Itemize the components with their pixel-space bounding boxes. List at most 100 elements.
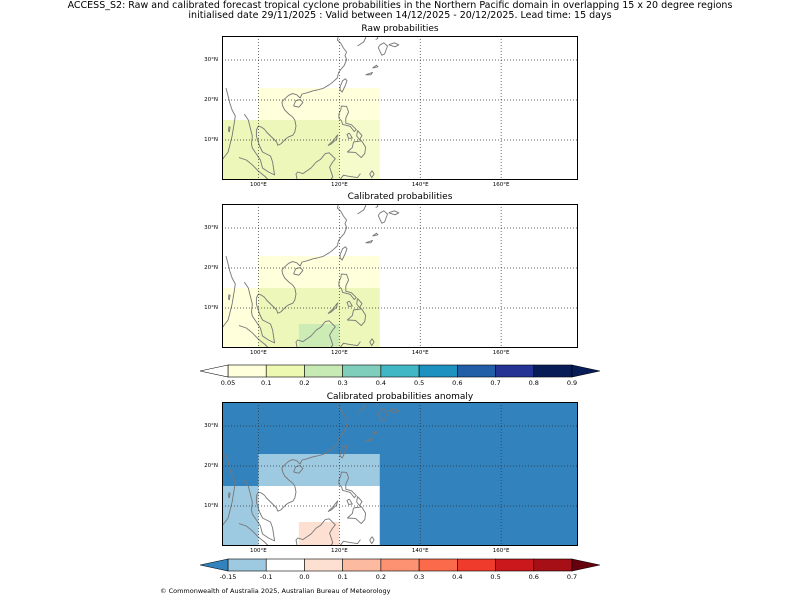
- coastline: [388, 210, 400, 216]
- lon-tick-label: 120°E: [330, 182, 348, 188]
- colorbar-high-extension: [571, 364, 601, 378]
- lat-axis-labels: 10°N 20°N 30°N: [190, 204, 218, 348]
- coastline: [346, 308, 367, 327]
- probability-region: [222, 486, 259, 546]
- colorbar-tick-label: 0.4: [375, 379, 387, 387]
- colorbar-tick-label: 0.7: [566, 573, 578, 581]
- colorbar-tick-label: 0.8: [528, 379, 539, 387]
- colorbar-bin: [227, 364, 267, 378]
- coastline: [222, 87, 236, 161]
- coastline: [365, 437, 373, 442]
- coastline: [356, 496, 363, 507]
- lon-tick-label: 140°E: [411, 182, 429, 188]
- coastline: [327, 302, 339, 315]
- coastline: [339, 444, 348, 459]
- map-panel-anomaly: [222, 402, 578, 546]
- coastline: [346, 498, 353, 505]
- lon-tick-label: 160°E: [492, 182, 510, 188]
- map-panel-calibrated: [222, 204, 578, 348]
- map-frame: [222, 204, 578, 348]
- coastline: [365, 239, 373, 244]
- colorbar-bin: [533, 558, 573, 572]
- coastline: [346, 300, 353, 307]
- colorbar-tick-label: -0.15: [219, 573, 237, 581]
- colorbar-bin: [227, 558, 267, 572]
- colorbar-low-extension: [199, 558, 229, 572]
- lat-axis-labels: 10°N 20°N 30°N: [190, 402, 218, 546]
- colorbar-bin: [342, 364, 382, 378]
- probability-region: [258, 454, 380, 486]
- coastline: [388, 42, 400, 48]
- colorbar-bin: [457, 558, 496, 572]
- coastline: [293, 267, 304, 276]
- coastline: [222, 453, 236, 527]
- coastline: [238, 325, 269, 348]
- coastline: [338, 105, 357, 133]
- coastline: [372, 232, 379, 237]
- probability-region: [222, 288, 259, 348]
- lon-tick-label: 100°E: [250, 182, 267, 188]
- coastline: [339, 78, 348, 93]
- colorbar-bin: [380, 364, 420, 378]
- lat-tick-label: 10°N: [204, 137, 218, 143]
- coastline: [356, 130, 363, 141]
- map-canvas: [222, 36, 578, 180]
- lon-tick-label: 140°E: [411, 548, 429, 554]
- coastline: [369, 170, 375, 179]
- coastline: [243, 36, 348, 176]
- colorbar-tick-label: 0.5: [413, 379, 425, 387]
- map-canvas: [222, 204, 578, 348]
- colorbar-bin: [418, 558, 458, 572]
- lat-axis-labels: 10°N 20°N 30°N: [190, 36, 218, 180]
- lat-tick-label: 30°N: [204, 423, 218, 429]
- coastline: [356, 298, 363, 309]
- lon-tick-label: 160°E: [492, 548, 510, 554]
- colorbar-tick-label: 0.6: [528, 573, 539, 581]
- colorbar-tick-label: 0.1: [261, 379, 272, 387]
- coastline: [295, 152, 336, 180]
- colorbar-tick-label: 0.2: [375, 573, 387, 581]
- coastline: [369, 338, 375, 347]
- coastline: [377, 210, 388, 224]
- coastline: [243, 204, 348, 344]
- lon-tick-label: 100°E: [250, 548, 267, 554]
- lon-tick-label: 120°E: [330, 548, 348, 554]
- probability-colorbar: [199, 363, 601, 378]
- lat-tick-label: 20°N: [204, 463, 218, 469]
- coastline: [388, 408, 400, 414]
- coastline: [238, 523, 269, 546]
- colorbar-high-extension: [571, 558, 601, 572]
- coastline: [346, 506, 367, 525]
- colorbar-tick-label: 0.6: [452, 379, 463, 387]
- coastline: [293, 99, 304, 108]
- colorbar-tick-label: 0.3: [337, 379, 348, 387]
- probability-region: [339, 120, 380, 180]
- map-frame: [222, 402, 578, 546]
- coastline: [365, 71, 373, 76]
- coastline: [346, 132, 353, 139]
- coastline: [338, 273, 357, 301]
- coastline: [295, 518, 336, 546]
- lon-tick-label: 160°E: [492, 350, 510, 356]
- colorbar-bin: [418, 364, 458, 378]
- colorbar-bin: [495, 558, 535, 572]
- lat-tick-label: 30°N: [204, 57, 218, 63]
- coastline: [228, 492, 231, 499]
- lon-tick-label: 140°E: [411, 350, 429, 356]
- coastline: [372, 64, 379, 69]
- figure-subtitle: initialised date 29/11/2025 : Valid betw…: [188, 10, 612, 21]
- lon-tick-label: 120°E: [330, 350, 348, 356]
- coastline: [228, 126, 231, 133]
- coastline: [340, 539, 361, 546]
- probability-region: [339, 88, 380, 120]
- colorbar-tick-label: 0.7: [490, 379, 501, 387]
- colorbar-tick-label: 0.5: [490, 573, 501, 581]
- map-panel-raw: [222, 36, 578, 180]
- colorbar-low-extension: [199, 364, 229, 378]
- colorbar-bin: [304, 558, 343, 572]
- colorbar-bin: [495, 364, 535, 378]
- coastline: [372, 430, 379, 435]
- panel-title-anomaly: Calibrated probabilities anomaly: [326, 392, 474, 402]
- probability-region: [298, 324, 340, 348]
- colorbar-canvas: [199, 558, 601, 572]
